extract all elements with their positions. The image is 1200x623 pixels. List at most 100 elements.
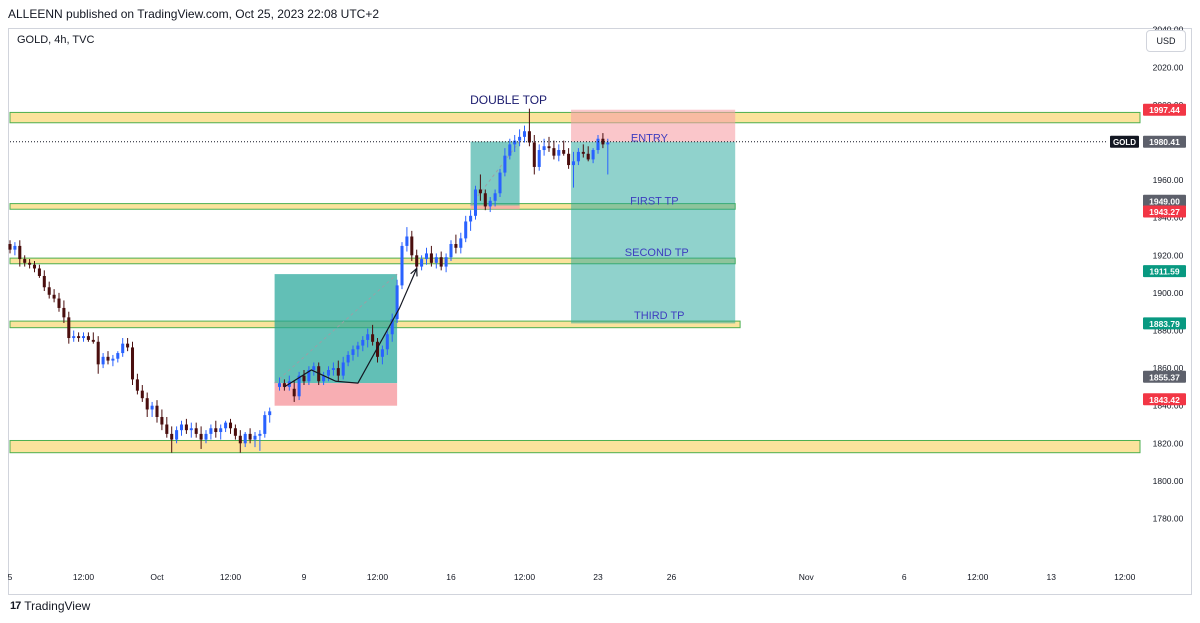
candle-body	[341, 362, 345, 376]
candle	[562, 140, 566, 156]
candle	[18, 240, 22, 267]
candle-body	[454, 244, 458, 248]
footer-brand: TradingView	[24, 599, 91, 613]
price-label-text: 1855.37	[1149, 372, 1180, 382]
candle	[228, 418, 233, 434]
candle-body	[395, 285, 399, 320]
candle-body	[96, 341, 100, 365]
chart-frame	[8, 28, 1192, 595]
y-tick-label: 1940.00	[1153, 213, 1184, 223]
candle-body	[77, 336, 81, 339]
candle	[32, 260, 37, 273]
annotation-second-tp: SECOND TP	[625, 247, 689, 259]
candle-body	[292, 388, 296, 397]
candle	[326, 366, 331, 382]
currency-button[interactable]: USD	[1146, 30, 1186, 52]
x-tick-label: 12:00	[514, 572, 536, 582]
x-tick-label: 6	[902, 572, 907, 582]
candle-body	[194, 428, 198, 434]
candle-body	[170, 433, 174, 440]
candle	[160, 409, 164, 431]
candle	[444, 253, 448, 273]
candle-body	[175, 430, 179, 440]
candle	[488, 197, 492, 213]
candle-body	[37, 268, 41, 276]
candle-body	[106, 356, 110, 361]
candle-body	[576, 151, 580, 162]
candle	[67, 311, 71, 344]
candle-body	[469, 215, 473, 222]
price-label-bg	[1143, 194, 1186, 207]
candle-body	[130, 347, 135, 380]
candle	[28, 259, 32, 269]
price-label: 1911.59	[1143, 265, 1186, 278]
tv-logo-icon: 17	[10, 600, 21, 612]
symbol-tag-text: GOLD	[1113, 138, 1136, 147]
candle	[57, 292, 61, 312]
candle-body	[542, 146, 546, 151]
candle	[224, 420, 228, 433]
candle	[513, 134, 517, 152]
candle	[547, 136, 551, 152]
candle-body	[562, 150, 566, 154]
candle	[155, 400, 159, 423]
candle	[86, 332, 90, 342]
candle	[175, 426, 179, 444]
x-tick-label: 16	[446, 572, 456, 582]
candle-body	[532, 142, 536, 167]
long-position-1-profit	[274, 274, 398, 384]
candle	[121, 338, 125, 357]
candle-body	[67, 317, 71, 339]
candle	[91, 332, 95, 344]
price-label-bg	[1143, 393, 1186, 406]
candle-body	[28, 262, 32, 265]
candle-body	[155, 405, 159, 417]
candle-body	[219, 428, 223, 433]
candle-body	[336, 368, 340, 376]
candle	[454, 234, 458, 254]
candle	[302, 369, 306, 386]
candle-body	[307, 369, 311, 382]
candle-body	[302, 375, 306, 382]
candle	[518, 129, 522, 147]
candle	[473, 185, 478, 220]
candle-body	[449, 244, 453, 258]
x-tick-label: 12:00	[1114, 572, 1136, 582]
candle-body	[204, 433, 208, 440]
candle-body	[238, 435, 242, 444]
candle	[268, 407, 272, 423]
candle	[557, 144, 561, 162]
candle-body	[331, 368, 335, 370]
candle-body	[72, 336, 76, 339]
candle-body	[596, 138, 600, 151]
candle-body	[459, 238, 463, 248]
candle	[429, 245, 433, 267]
x-tick-label: 12:00	[73, 572, 95, 582]
candle	[351, 345, 355, 361]
candle	[282, 379, 286, 391]
y-tick-label: 1840.00	[1153, 401, 1184, 411]
candle	[62, 300, 66, 323]
candle-body	[424, 253, 429, 260]
x-tick-label: 12:00	[967, 572, 989, 582]
candle	[238, 430, 242, 453]
candle-body	[361, 339, 365, 346]
candle-body	[116, 353, 120, 359]
x-tick-label: 12:00	[220, 572, 242, 582]
candle	[591, 148, 595, 164]
candle	[204, 430, 208, 444]
candle	[532, 134, 536, 175]
candle	[292, 381, 296, 402]
price-label-text: 1843.42	[1149, 395, 1180, 405]
price-label-bg	[1143, 103, 1186, 116]
candle	[253, 432, 257, 448]
candle-body	[121, 343, 125, 354]
candle-body	[86, 336, 90, 340]
candle	[395, 279, 399, 323]
candle	[219, 424, 223, 440]
candle	[503, 148, 507, 177]
candle-body	[434, 257, 438, 263]
candle	[410, 230, 414, 261]
